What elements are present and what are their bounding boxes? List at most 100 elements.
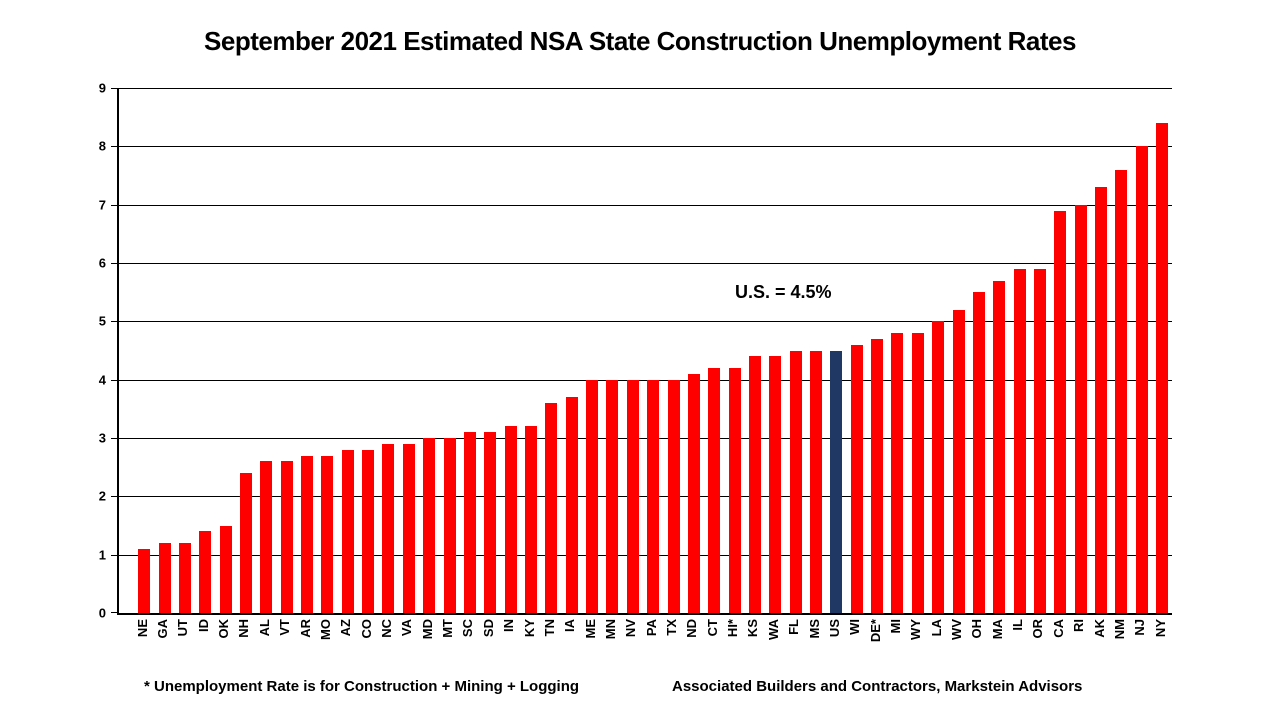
bar-NV [626,379,639,613]
bar-AK [1095,187,1108,613]
gridline-3 [119,438,1172,439]
x-label-slot: GA [152,619,172,669]
x-label-slot: IA [560,619,580,669]
x-label-slot: AR [295,619,315,669]
bar-slot [358,449,378,613]
x-axis-label-NE: NE [134,619,150,638]
x-label-slot: LA [926,619,946,669]
y-axis-tick-3 [111,438,119,439]
x-axis-label-VA: VA [399,619,415,637]
x-axis-label-US: US [826,619,842,638]
bar-slot [643,379,663,613]
y-axis-tick-0 [111,612,119,613]
bar-NJ [1135,146,1148,613]
y-axis-tick-7 [111,204,119,206]
bar-IA [565,397,578,613]
y-axis-tick-5 [111,321,119,323]
bar-slot [460,432,480,613]
y-axis-tick-8 [111,146,119,148]
bar-slot [1050,210,1070,613]
bar-slot [480,432,500,613]
bar-slot [277,461,297,613]
bar-ND [687,373,700,613]
bar-slot [928,321,948,613]
x-axis-label-WV: WV [949,619,965,640]
x-axis-label-GA: GA [155,619,171,639]
x-label-slot: TN [539,619,559,669]
bar-WY [911,333,924,613]
bar-TN [545,403,558,613]
x-axis-label-OR: OR [1030,619,1046,639]
x-axis-label-LA: LA [928,619,944,637]
bar-slot [378,443,398,613]
bar-slot [297,455,317,613]
bar-NE [138,548,151,613]
y-axis-label-3: 3 [98,430,106,446]
x-label-slot: MO [315,619,335,669]
x-axis-label-NY: NY [1152,619,1168,638]
x-axis-label-HI*: HI* [725,619,741,638]
x-label-slot: MS [804,619,824,669]
bar-slot [1030,268,1050,613]
bar-slot [439,438,459,613]
bar-UT [178,543,191,613]
x-axis-label-MN: MN [602,619,618,640]
bar-slot [704,368,724,613]
bar-CA [1054,210,1067,613]
x-label-slot: NM [1109,619,1129,669]
x-label-slot: FL [784,619,804,669]
x-label-slot: OK [213,619,233,669]
x-axis-label-MO: MO [317,619,333,640]
gridline-9 [119,88,1172,89]
x-label-slot: WY [906,619,926,669]
x-axis-label-CA: CA [1050,619,1066,638]
bar-VT [280,461,293,613]
bar-slot [1071,204,1091,613]
bar-slot [582,379,602,613]
bar-slot [419,438,439,613]
bar-MO [321,455,334,613]
x-axis-label-NC: NC [378,619,394,638]
bar-ID [199,531,212,613]
x-axis-label-WY: WY [908,619,924,640]
x-label-slot: ND [682,619,702,669]
x-axis-label-CO: CO [358,619,374,639]
gridline-7 [119,204,1172,206]
bar-slot [684,373,704,613]
x-label-slot: AZ [336,619,356,669]
x-label-slot: DE* [865,619,885,669]
x-label-slot: CT [702,619,722,669]
bar-slot [1132,146,1152,613]
bar-WV [952,309,965,613]
bar-OK [219,525,232,613]
x-axis-label-AZ: AZ [338,619,354,637]
bar-slot [562,397,582,613]
y-axis-label-8: 8 [98,138,106,154]
x-label-slot: VT [275,619,295,669]
bar-slot [602,379,622,613]
y-axis-tick-9 [111,88,119,89]
y-axis-label-7: 7 [98,197,106,213]
x-axis-label-FL: FL [786,619,802,635]
x-label-slot: MI [885,619,905,669]
bar-LA [932,321,945,613]
y-axis-label-2: 2 [98,488,106,504]
x-label-slot: AK [1089,619,1109,669]
x-label-slot: KS [743,619,763,669]
bar-MI [891,333,904,613]
bar-slot [338,449,358,613]
bar-AR [301,455,314,613]
x-label-slot: HI* [722,619,742,669]
x-label-slot: IL [1007,619,1027,669]
bar-slot [745,356,765,613]
bar-slot [134,548,154,613]
bar-slot [765,356,785,613]
chart-title: September 2021 Estimated NSA State Const… [204,26,1076,56]
bar-AZ [341,449,354,613]
bar-NY [1156,123,1169,613]
x-axis-label-RI: RI [1071,619,1087,632]
bar-CO [362,449,375,613]
bar-MT [443,438,456,613]
bar-KY [525,426,537,613]
